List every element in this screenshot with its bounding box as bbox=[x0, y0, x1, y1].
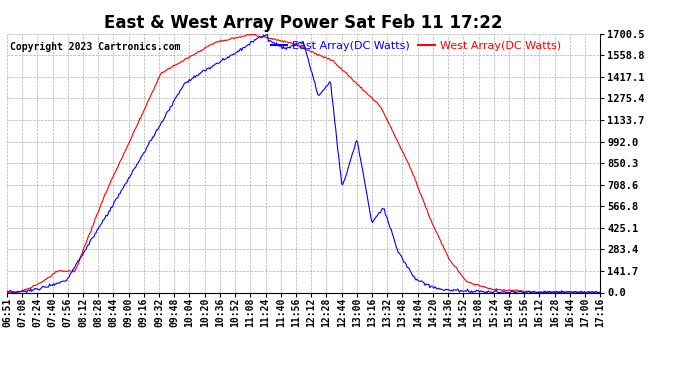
Title: East & West Array Power Sat Feb 11 17:22: East & West Array Power Sat Feb 11 17:22 bbox=[104, 14, 503, 32]
Legend: East Array(DC Watts), West Array(DC Watts): East Array(DC Watts), West Array(DC Watt… bbox=[266, 37, 565, 56]
Text: Copyright 2023 Cartronics.com: Copyright 2023 Cartronics.com bbox=[10, 42, 180, 51]
